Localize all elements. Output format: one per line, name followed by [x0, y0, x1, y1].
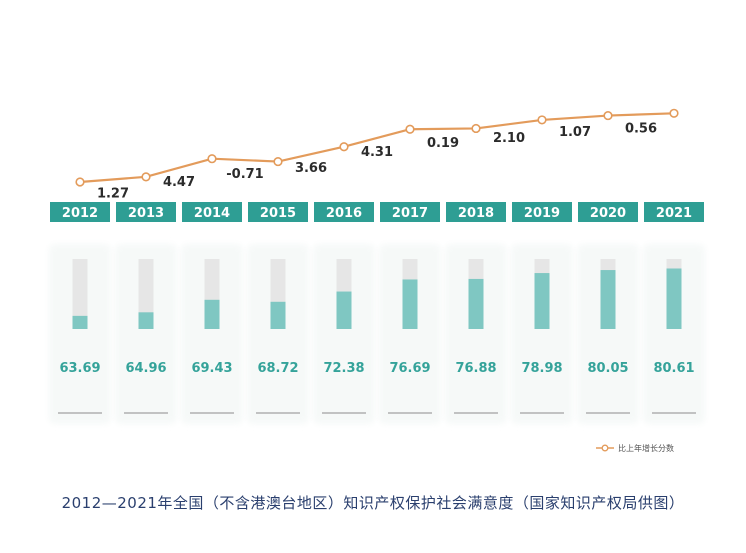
growth-label: -0.71 — [226, 167, 263, 182]
year-label: 2015 — [260, 206, 296, 221]
bar-value-label: 64.96 — [125, 361, 166, 376]
year-label: 2016 — [326, 206, 362, 221]
figure-caption: 2012—2021年全国（不含港澳台地区）知识产权保护社会满意度（国家知识产权局… — [61, 494, 685, 512]
bar — [402, 279, 418, 329]
bar — [270, 301, 286, 329]
column-card — [49, 244, 111, 424]
year-header — [248, 202, 308, 222]
growth-label: 4.47 — [163, 175, 195, 190]
bar — [138, 312, 154, 329]
year-label: 2019 — [524, 206, 560, 221]
year-header — [116, 202, 176, 222]
year-label: 2020 — [590, 206, 626, 221]
growth-label: 2.10 — [493, 131, 525, 146]
year-label: 2018 — [458, 206, 494, 221]
bar-value-label: 76.69 — [389, 361, 430, 376]
bar-value-label: 76.88 — [455, 361, 496, 376]
year-label: 2014 — [194, 206, 230, 221]
year-header — [578, 202, 638, 222]
bar — [534, 273, 550, 329]
year-header — [182, 202, 242, 222]
legend: 比上年增长分数 — [596, 443, 674, 453]
year-header — [314, 202, 374, 222]
year-header — [50, 202, 110, 222]
column-card — [445, 244, 507, 424]
chart-columns: 2012 63.69 2013 64.96 2014 69.43 2015 68.72 2016… — [49, 202, 705, 424]
bar — [72, 315, 88, 329]
chart: 2012 63.69 2013 64.96 2014 69.43 2015 68.72 2016… — [49, 108, 705, 453]
year-label: 2021 — [656, 206, 692, 221]
growth-point — [405, 124, 415, 134]
bar-value-label: 68.72 — [257, 361, 298, 376]
bar — [600, 270, 616, 329]
column-card — [643, 244, 705, 424]
growth-point — [603, 110, 613, 121]
column-card — [115, 244, 177, 424]
growth-point — [669, 108, 679, 118]
bar-track — [138, 259, 154, 329]
column-card — [313, 244, 375, 424]
growth-line-layer: 1.27 4.47 -0.71 3.66 4.31 0.19 2.10 1.07 0.56 — [75, 108, 679, 201]
growth-point — [207, 154, 217, 164]
column-card — [181, 244, 243, 424]
bar-value-label: 78.98 — [521, 361, 562, 376]
growth-label: 0.56 — [625, 121, 657, 136]
growth-label: 0.19 — [427, 136, 459, 151]
year-header — [380, 202, 440, 222]
growth-point — [75, 177, 85, 187]
bar-value-label: 72.38 — [323, 361, 364, 376]
growth-point — [273, 156, 283, 167]
year-header — [512, 202, 572, 222]
bar — [468, 278, 484, 329]
bar-value-label: 69.43 — [191, 361, 232, 376]
growth-point — [471, 123, 481, 134]
bar-value-label: 80.61 — [653, 361, 694, 376]
legend-label: 比上年增长分数 — [618, 443, 674, 453]
growth-label: 1.27 — [97, 186, 129, 201]
bar — [336, 291, 352, 329]
growth-point — [537, 115, 547, 125]
legend-marker — [601, 444, 609, 452]
year-header — [446, 202, 506, 222]
column-card — [577, 244, 639, 424]
growth-label: 1.07 — [559, 125, 591, 140]
bar — [204, 299, 220, 329]
growth-line — [79, 112, 675, 184]
column-card — [379, 244, 441, 424]
growth-label: 3.66 — [295, 161, 327, 176]
year-label: 2012 — [62, 206, 98, 221]
growth-label: 4.31 — [361, 145, 393, 160]
bar-value-label: 63.69 — [59, 361, 100, 376]
column-card — [247, 244, 309, 424]
year-label: 2017 — [392, 206, 428, 221]
year-header — [644, 202, 704, 222]
growth-point — [339, 142, 349, 152]
bar — [666, 268, 682, 329]
bar-value-label: 80.05 — [587, 361, 628, 376]
year-label: 2013 — [128, 206, 164, 221]
column-card — [511, 244, 573, 424]
bar-track — [72, 259, 88, 329]
growth-point — [141, 172, 151, 182]
